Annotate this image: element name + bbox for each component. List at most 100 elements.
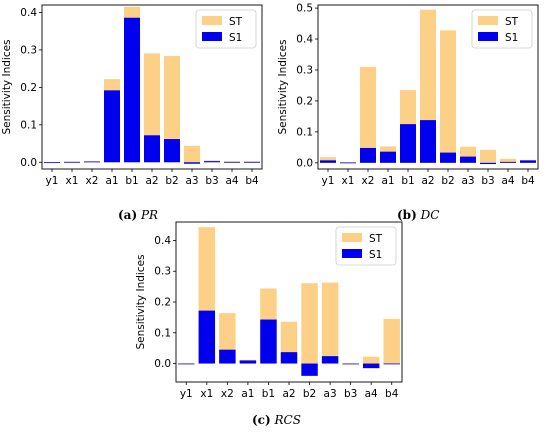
- caption-b-name: DC: [420, 208, 440, 222]
- caption-c-name: RCS: [274, 413, 301, 427]
- x-tick-label-b3: b3: [344, 388, 357, 400]
- legend-swatch-s1: [202, 32, 222, 41]
- bar-st-b4: [383, 318, 400, 364]
- legend-box-b: [471, 9, 533, 49]
- y-tick-label-0.3: 0.3: [20, 44, 37, 56]
- bar-s1-x2: [360, 147, 376, 163]
- bar-st-b2: [301, 283, 318, 364]
- bar-s1-a4: [362, 363, 380, 369]
- x-tick-label-x1: x1: [66, 175, 79, 187]
- legend-label-st: ST: [369, 233, 383, 245]
- y-tick-label-0.2: 0.2: [296, 95, 313, 107]
- bar-s1-b1: [400, 124, 416, 163]
- bar-s1-a4: [500, 161, 516, 163]
- x-tick-label-b3: b3: [205, 175, 218, 187]
- bar-s1-b4: [383, 363, 400, 365]
- bar-s1-a2: [144, 135, 160, 163]
- legend-box-c: [335, 226, 397, 266]
- caption-b-label: (b): [397, 208, 417, 222]
- bar-s1-b3: [204, 161, 220, 163]
- x-tick-label-b1: b1: [262, 388, 275, 400]
- legend-swatch-s1: [478, 32, 498, 41]
- x-tick-label-a4: a4: [501, 175, 514, 187]
- x-tick-label-y1: y1: [46, 175, 59, 187]
- chart-c: y1 x1 x2 a1 b1 a2 b2 a3 b3 a4 b4 0.0 0.1 0.2 0.3 0.4 Sen…: [135, 221, 403, 400]
- bar-s1-b1: [260, 319, 277, 364]
- bar-s1-y1: [178, 363, 195, 365]
- bar-s1-y1: [44, 162, 60, 164]
- bar-s1-a3: [321, 356, 339, 364]
- legend-label-st: ST: [229, 16, 243, 28]
- x-tick-label-b4: b4: [245, 175, 259, 187]
- x-tick-label-a2: a2: [282, 388, 295, 400]
- y-tick-label-0.2: 0.2: [154, 297, 171, 309]
- y-tick-label-0.1: 0.1: [154, 327, 171, 339]
- x-tick-label-x2: x2: [86, 175, 99, 187]
- x-tick-label-a4: a4: [365, 388, 378, 400]
- bar-s1-b4: [244, 161, 260, 163]
- bar-s1-a4: [224, 161, 240, 163]
- bar-s1-x2: [219, 349, 236, 364]
- plot-frame-a: [41, 4, 263, 170]
- y-tick-label-0.4: 0.4: [296, 34, 313, 46]
- x-tick-label-a3: a3: [461, 175, 474, 187]
- x-tick-label-y1: y1: [180, 388, 193, 400]
- bar-s1-a1: [104, 90, 120, 163]
- bar-st-a3: [184, 145, 200, 163]
- plot-frame-c: [175, 221, 403, 383]
- x-tick-label-b2: b2: [441, 175, 454, 187]
- bar-s1-b2: [440, 152, 456, 163]
- y-tick-label-0.0: 0.0: [20, 157, 37, 169]
- y-tick-label-0.4: 0.4: [20, 7, 37, 19]
- x-tick-label-b1: b1: [401, 175, 414, 187]
- bar-st-b2: [440, 30, 456, 163]
- bar-s1-b3: [342, 363, 359, 365]
- x-tick-label-x1: x1: [342, 175, 355, 187]
- bar-st-x2: [360, 66, 376, 163]
- x-tick-label-b2: b2: [165, 175, 178, 187]
- y-tick-label-0.0: 0.0: [296, 157, 313, 169]
- bar-s1-y1: [320, 160, 336, 163]
- x-tick-label-y1: y1: [322, 175, 335, 187]
- y-tick-label-0.5: 0.5: [296, 3, 313, 15]
- y-tick-label-0.2: 0.2: [20, 82, 37, 94]
- bar-st-y1: [320, 157, 336, 163]
- legend-label-st: ST: [505, 16, 519, 28]
- bar-s1-a3: [184, 162, 200, 164]
- bar-st-b4: [244, 161, 260, 163]
- bar-s1-x1: [64, 161, 80, 163]
- x-tick-label-a2: a2: [145, 175, 158, 187]
- x-tick-label-a1: a1: [105, 175, 118, 187]
- bar-st-a4: [500, 158, 516, 163]
- chart-b: y1 x1 x2 a1 b1 a2 b2 a3 b3 a4 b4 0.0 0.1 0.2 0.3 0.4 0.5…: [277, 3, 539, 187]
- caption-a: (a) PR: [118, 208, 158, 222]
- bar-s1-b3: [480, 162, 496, 165]
- x-tick-label-a3: a3: [185, 175, 198, 187]
- x-tick-label-b4: b4: [385, 388, 399, 400]
- x-tick-label-b4: b4: [521, 175, 535, 187]
- bar-s1-a2: [280, 352, 298, 364]
- bar-s1-b4: [520, 160, 536, 163]
- legend-label-s1: S1: [505, 32, 518, 44]
- x-tick-label-x1: x1: [200, 388, 213, 400]
- y-tick-label-0.3: 0.3: [296, 64, 313, 76]
- x-tick-label-b1: b1: [125, 175, 138, 187]
- caption-c: (c) RCS: [252, 413, 301, 427]
- x-tick-label-x2: x2: [221, 388, 234, 400]
- bar-s1-b1: [124, 17, 140, 163]
- x-tick-label-a1: a1: [381, 175, 394, 187]
- legend-box-a: [195, 9, 257, 49]
- y-axis-label-b: Sensitivity Indices: [277, 39, 289, 134]
- bar-s1-x1: [198, 310, 216, 364]
- y-tick-label-0.3: 0.3: [154, 266, 171, 278]
- y-axis-label-a: Sensitivity Indices: [1, 39, 13, 134]
- x-tick-label-a2: a2: [421, 175, 434, 187]
- y-tick-label-0.1: 0.1: [20, 119, 37, 131]
- bar-s1-a3: [460, 156, 476, 163]
- y-tick-label-0.0: 0.0: [154, 358, 171, 370]
- caption-c-label: (c): [252, 413, 271, 427]
- x-tick-label-a1: a1: [241, 388, 254, 400]
- bar-s1-b2: [164, 139, 180, 163]
- caption-b: (b) DC: [397, 208, 439, 222]
- y-tick-label-0.4: 0.4: [154, 235, 171, 247]
